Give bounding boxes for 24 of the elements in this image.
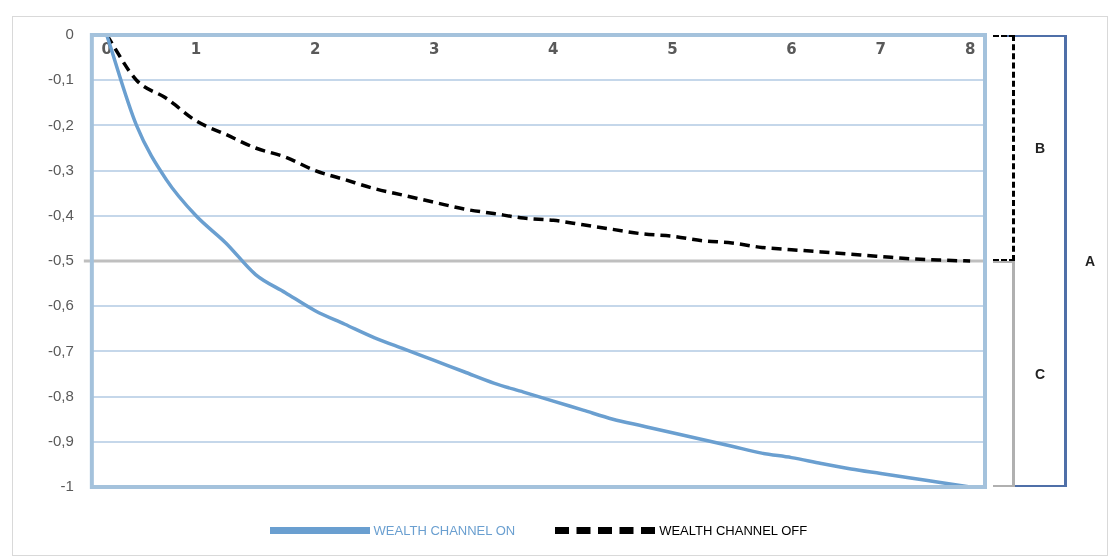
text: WEALTH CHANNEL OFF [659, 523, 808, 538]
y-tick-label: -0,8 [47, 386, 74, 404]
x-tick-label: 7 [875, 39, 887, 58]
y-tick-label: -0,5 [47, 251, 74, 269]
x-tick-label: 1 [190, 39, 202, 58]
text: B [1035, 140, 1046, 156]
y-tick-label: -0,7 [47, 341, 74, 359]
x-tick-label: 5 [667, 39, 678, 58]
text: WEALTH CHANNEL ON [373, 523, 516, 538]
x-tick-label: 6 [786, 39, 797, 58]
y-tick-label: -0,4 [47, 205, 74, 223]
x-tick-label: 3 [429, 39, 440, 58]
y-tick-label: -0,9 [47, 431, 74, 449]
y-tick-label: -0,2 [47, 115, 74, 133]
y-tick-label: -0,6 [47, 296, 74, 314]
y-tick-label: 0 [65, 25, 74, 43]
text: A [1085, 253, 1096, 269]
x-tick-label: 4 [548, 39, 559, 58]
y-tick-label: -0,1 [47, 70, 74, 88]
x-tick-label: 8 [964, 39, 976, 58]
text: C [1035, 366, 1046, 382]
y-tick-label: -1 [60, 477, 74, 495]
y-tick-label: -0,3 [47, 160, 74, 178]
x-tick-label: 2 [309, 39, 321, 58]
